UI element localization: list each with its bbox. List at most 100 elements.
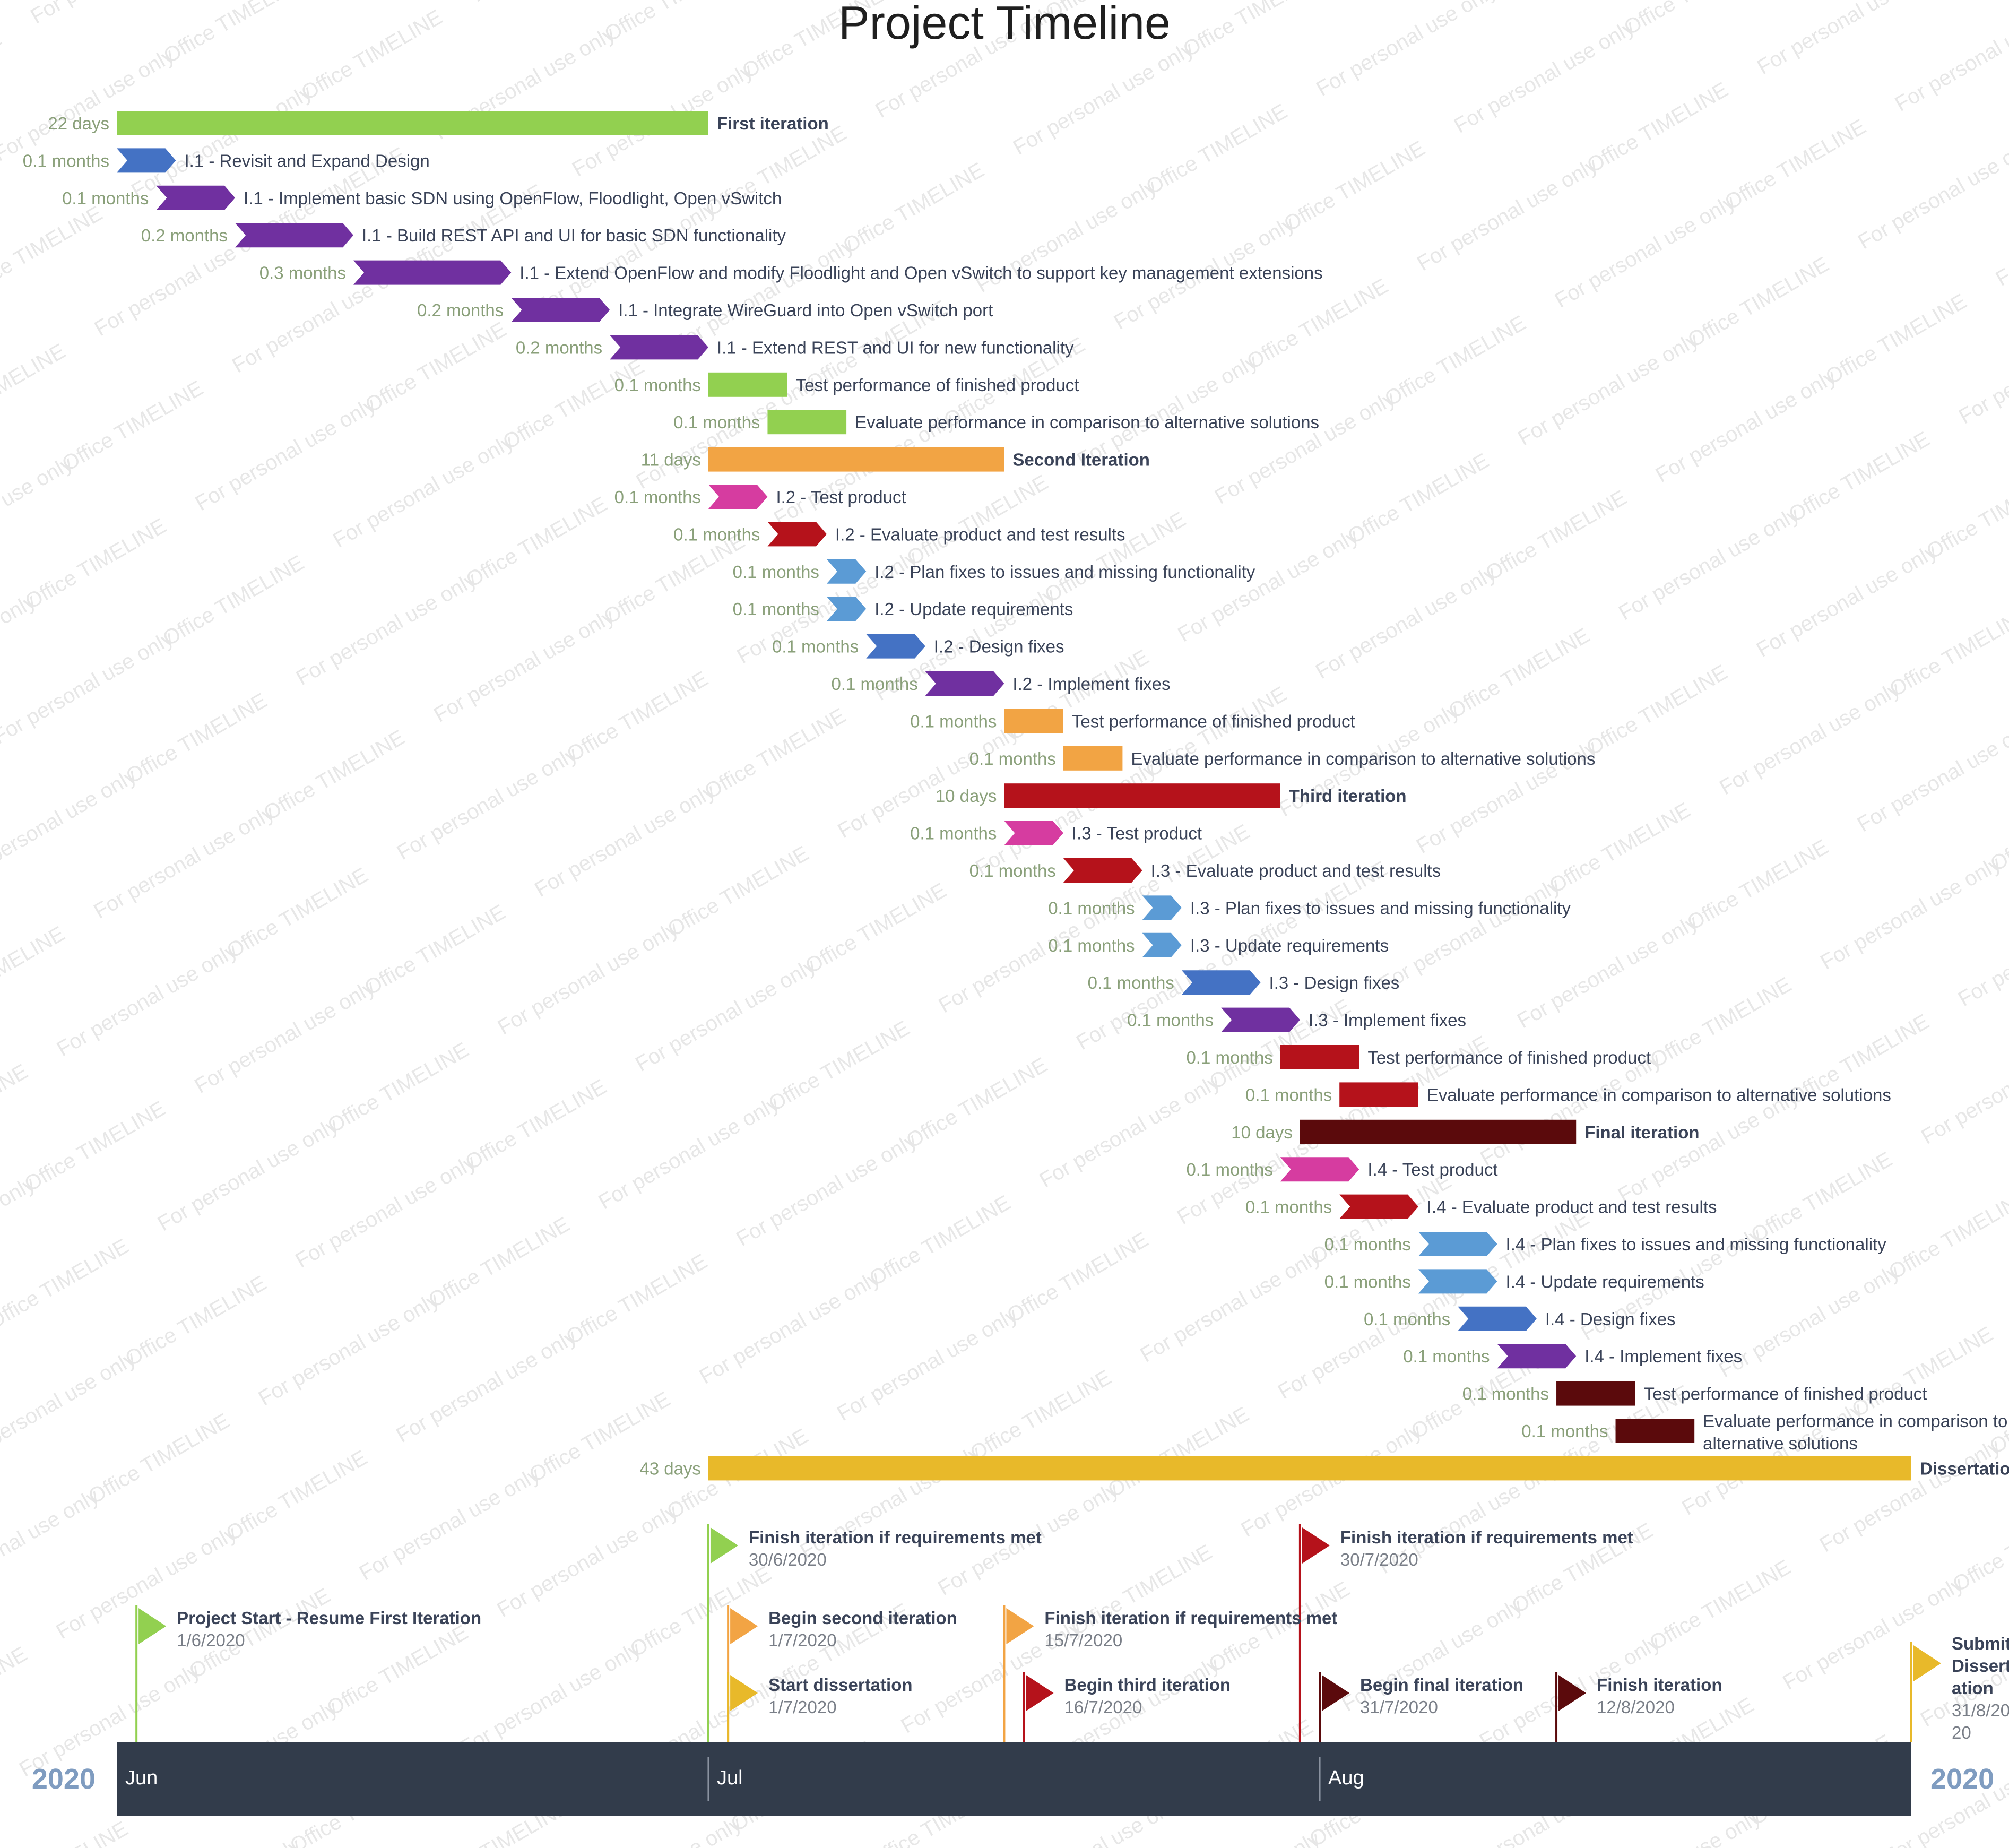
- task-name-label: Test performance of finished product: [796, 375, 1079, 395]
- task-chevron: [826, 559, 867, 584]
- task-name-label: I.3 - Update requirements: [1190, 936, 1389, 955]
- year-label-right: 2020: [1930, 1763, 1994, 1795]
- task-name-label: I.4 - Update requirements: [1506, 1272, 1704, 1291]
- task-duration-label: 11 days: [641, 450, 701, 470]
- month-label: Jul: [717, 1767, 743, 1789]
- task-row: 0.2 months I.1 - Extend REST and UI for n…: [516, 335, 1074, 360]
- task-row: 0.1 months I.4 - Implement fixes: [1403, 1344, 1742, 1369]
- task-duration-label: 0.1 months: [1324, 1272, 1411, 1291]
- task-row: 0.1 months I.4 - Plan fixes to issues and…: [1324, 1232, 1886, 1256]
- milestone-title: Dissert: [1952, 1656, 2009, 1676]
- task-bar: [767, 410, 847, 435]
- task-name-label: Test performance of finished product: [1367, 1048, 1651, 1067]
- milestone-flag: [1558, 1675, 1587, 1711]
- task-name-label: Second Iteration: [1012, 450, 1150, 470]
- task-row: 11 days Second Iteration: [641, 447, 1150, 472]
- task-duration-label: 0.1 months: [1186, 1160, 1272, 1179]
- task-name-label: I.2 - Implement fixes: [1012, 674, 1170, 694]
- task-row: 0.1 months I.3 - Evaluate product and tes…: [969, 858, 1441, 883]
- task-duration-label: 0.3 months: [259, 263, 346, 283]
- task-duration-label: 0.1 months: [23, 151, 109, 170]
- task-bar: [708, 447, 1004, 472]
- task-chevron: [708, 485, 768, 509]
- task-row: 10 days Third iteration: [936, 783, 1407, 808]
- task-row: 0.1 months I.1 - Revisit and Expand Desig…: [23, 148, 430, 173]
- task-duration-label: 10 days: [1231, 1122, 1293, 1142]
- task-duration-label: 0.1 months: [1324, 1234, 1411, 1254]
- task-duration-label: 0.1 months: [614, 375, 701, 395]
- task-duration-label: 0.1 months: [1048, 898, 1135, 918]
- task-duration-label: 0.1 months: [1245, 1197, 1332, 1217]
- task-row: 0.1 months I.4 - Evaluate product and tes…: [1245, 1194, 1717, 1219]
- task-row: 0.1 months I.2 - Plan fixes to issues and…: [733, 559, 1255, 584]
- task-chevron: [925, 671, 1004, 696]
- milestone-title: Begin final iteration: [1360, 1675, 1523, 1695]
- task-chevron: [1142, 895, 1182, 920]
- task-name-label: alternative solutions: [1703, 1434, 1858, 1453]
- task-chevron: [353, 260, 512, 285]
- task-name-label: I.3 - Design fixes: [1269, 973, 1400, 992]
- task-chevron: [1063, 858, 1142, 883]
- task-duration-label: 22 days: [48, 114, 109, 133]
- milestone-date: 31/7/2020: [1360, 1697, 1438, 1717]
- task-name-label: I.2 - Update requirements: [874, 599, 1073, 619]
- milestone-title: Project Start - Resume First Iteration: [177, 1608, 481, 1628]
- task-duration-label: 0.1 months: [673, 524, 760, 544]
- milestone-date: 1/7/2020: [768, 1630, 836, 1650]
- milestone: Finish iteration if requirements met 30/7…: [1298, 1524, 1633, 1742]
- task-chevron: [1221, 1007, 1300, 1032]
- milestone-flag: [1322, 1675, 1350, 1711]
- task-name-label: I.1 - Integrate WireGuard into Open vSwi…: [618, 300, 993, 320]
- task-chevron: [826, 597, 867, 621]
- task-row: 0.1 months Test performance of finished p…: [1462, 1381, 1927, 1406]
- milestone: Finish iteration if requirements met15/7…: [1003, 1605, 1337, 1742]
- task-row: 0.1 months Test performance of finished p…: [910, 709, 1355, 733]
- milestones: Finish iteration if requirements met 30/6…: [135, 1524, 2009, 1742]
- task-name-label: I.1 - Revisit and Expand Design: [184, 151, 429, 170]
- milestone-title: Finish iteration if requirements met: [1044, 1608, 1337, 1628]
- milestone-title: Start dissertation: [768, 1675, 912, 1695]
- task-row: 0.1 months Evaluate performance in compar…: [673, 410, 1319, 435]
- milestone-title: Finish iteration: [1597, 1675, 1722, 1695]
- task-chevron: [1142, 932, 1182, 957]
- milestone-flag: [710, 1527, 738, 1564]
- task-duration-label: 10 days: [936, 786, 997, 806]
- milestone-flag: [1913, 1645, 1941, 1681]
- task-chevron: [1418, 1232, 1497, 1256]
- task-name-label: I.1 - Implement basic SDN using OpenFlow…: [244, 188, 782, 208]
- task-name-label: I.3 - Test product: [1072, 824, 1202, 843]
- milestone: Finish iteration if requirements met 30/6…: [707, 1524, 1042, 1742]
- task-duration-label: 0.1 months: [1364, 1309, 1450, 1329]
- task-name-label: Final iteration: [1584, 1122, 1699, 1142]
- milestone: Project Start - Resume First Iteration1/…: [135, 1605, 481, 1742]
- task-duration-label: 0.1 months: [1048, 936, 1135, 955]
- task-name-label: I.2 - Design fixes: [934, 637, 1064, 657]
- task-name-label: Evaluate performance in comparison to al…: [855, 412, 1319, 432]
- task-row: 0.1 months I.4 - Design fixes: [1364, 1306, 1676, 1331]
- task-chevron: [511, 298, 610, 322]
- task-name-label: I.2 - Plan fixes to issues and missing f…: [874, 562, 1255, 582]
- task-duration-label: 43 days: [639, 1458, 701, 1478]
- task-chevron: [156, 185, 235, 210]
- task-name-label: Test performance of finished product: [1644, 1384, 1927, 1404]
- task-row: 0.1 months Evaluate performance in compar…: [1245, 1082, 1891, 1107]
- task-row: 0.3 months I.1 - Extend OpenFlow and modi…: [259, 260, 1323, 285]
- task-name-label: I.3 - Implement fixes: [1309, 1011, 1466, 1030]
- task-bar: [1556, 1381, 1635, 1406]
- milestone-title: Finish iteration if requirements met: [749, 1527, 1042, 1547]
- task-chevron: [610, 335, 708, 360]
- task-name-label: Third iteration: [1289, 786, 1407, 806]
- task-bar: [1615, 1419, 1695, 1443]
- task-duration-label: 0.1 months: [910, 824, 997, 843]
- task-rows: 22 days First iteration 0.1 months I.1 - Re…: [23, 111, 2009, 1481]
- task-duration-label: 0.2 months: [516, 338, 602, 357]
- task-name-label: I.3 - Plan fixes to issues and missing f…: [1190, 898, 1571, 918]
- task-chevron: [1181, 970, 1261, 995]
- task-name-label: First iteration: [717, 114, 829, 133]
- task-row: 0.1 months I.3 - Plan fixes to issues and…: [1048, 895, 1571, 920]
